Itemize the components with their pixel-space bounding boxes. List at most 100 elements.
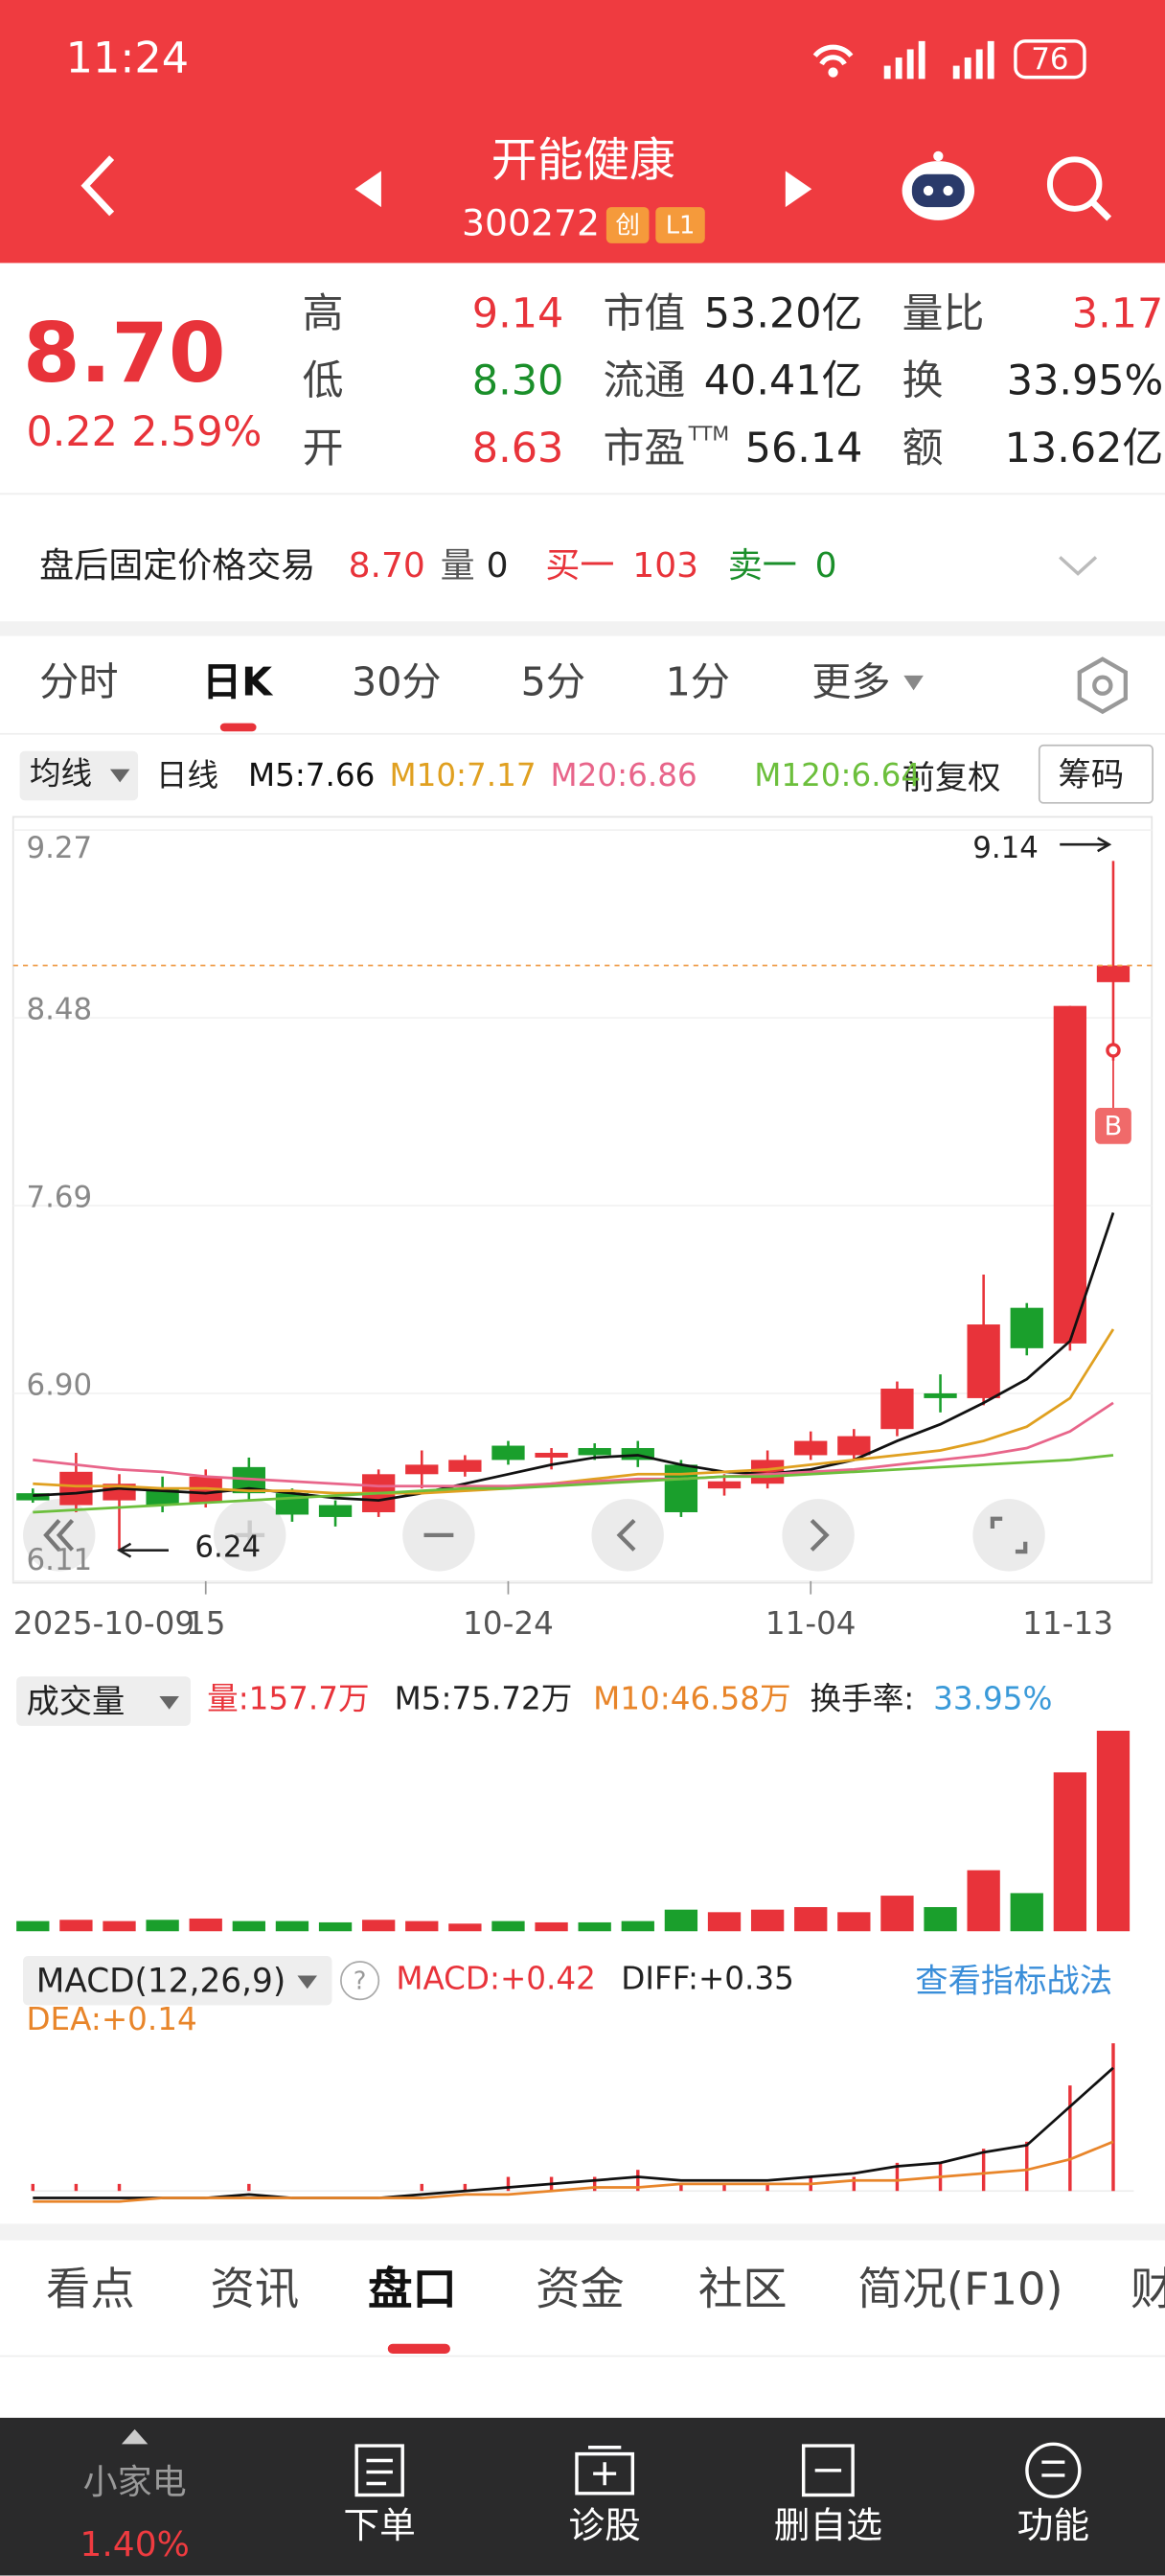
nav-label[interactable]: 诊股 (568, 2506, 641, 2548)
bottom-tab[interactable]: 看点 (46, 2265, 135, 2316)
candle-body (924, 1392, 957, 1398)
volume-bar (535, 1921, 568, 1932)
next-stock[interactable] (779, 168, 818, 211)
prev-stock[interactable] (349, 168, 388, 211)
icon (575, 2446, 635, 2496)
nav-label[interactable]: 功能 (1017, 2506, 1090, 2548)
badge: 创 (605, 207, 650, 243)
bottom-tab[interactable]: 社区 (697, 2265, 788, 2316)
volume-bar (707, 1912, 742, 1932)
bottom-tab[interactable]: 资金 (536, 2265, 625, 2316)
bottom-tab[interactable]: 财 (1131, 2268, 1165, 2312)
ma-line (33, 1401, 1114, 1488)
divider (0, 732, 1165, 735)
stat-label: 市值 (603, 288, 686, 337)
dea-line (33, 2140, 1114, 2203)
caret (903, 675, 924, 691)
expand[interactable] (1055, 549, 1101, 582)
period-tab[interactable]: 分时 (39, 658, 119, 705)
settings[interactable] (1071, 655, 1133, 717)
candle-body (1010, 1307, 1043, 1348)
candle-body (59, 1471, 93, 1506)
period: 日线 (155, 757, 219, 794)
adjust[interactable]: 前复权 (902, 757, 1001, 797)
stat-label: 市盈 (603, 424, 686, 472)
period-tab[interactable]: 1分 (665, 658, 730, 705)
ma-legend-item: M10:7.17 (389, 757, 537, 794)
vol-title[interactable]: 成交量 (26, 1681, 126, 1721)
volume-bar (275, 1920, 309, 1932)
y-tick-label: 6.90 (26, 1368, 92, 1403)
icon (1025, 2442, 1082, 2498)
volume-bar (405, 1920, 439, 1932)
nav-label[interactable]: 删自选 (773, 2506, 883, 2548)
turnover-label: 换手率: (810, 1681, 915, 1718)
tab-indicator (387, 2343, 450, 2355)
macd-title[interactable]: MACD(12,26,9) (35, 1961, 286, 2001)
chart-nav-icons (43, 1516, 1028, 1554)
bottom-tab[interactable]: 资讯 (210, 2265, 300, 2316)
volume-bar (1096, 1730, 1131, 1932)
y-tick-label: 8.48 (26, 993, 92, 1027)
nav-icon (575, 2446, 635, 2496)
stat-label: 额 (902, 424, 944, 472)
stat-value: 56.14 (744, 424, 863, 472)
nav-icon (354, 2444, 404, 2497)
stock-code: 300272 (461, 203, 600, 245)
icon (354, 2444, 404, 2497)
candle-body (146, 1488, 179, 1506)
volume-bar (794, 1907, 828, 1932)
bottom-tab[interactable]: 简况(F10) (857, 2265, 1063, 2316)
volume-bar (232, 1920, 265, 1932)
volume-label: 量 (440, 545, 475, 586)
x-tick-label: 15 (186, 1605, 225, 1642)
ma-legend-item: M20:6.86 (550, 757, 697, 794)
ma-line (33, 1328, 1115, 1495)
period-tab[interactable]: 日K (201, 658, 273, 705)
change-pct: 2.59% (131, 407, 263, 456)
help[interactable]: ? (340, 1961, 380, 2001)
vol-legend: 量:157.7万 (207, 1681, 370, 1718)
search-button[interactable] (1041, 151, 1117, 227)
chips[interactable]: 筹码 (1058, 754, 1125, 794)
vol-title-bg[interactable] (16, 1676, 191, 1726)
robot-icon[interactable] (896, 148, 981, 226)
last-price: 8.70 (23, 306, 226, 402)
volume-bar (967, 1870, 1000, 1932)
macd-title-bg[interactable] (23, 1955, 332, 2006)
nav-sub: 1.40% (80, 2524, 190, 2564)
change: 0.22 (26, 407, 118, 456)
plot-frame (11, 816, 1154, 1584)
x-tick-label: 2025-10-09 (13, 1605, 194, 1642)
ma-line (33, 1212, 1115, 1502)
stat-label: 量比 (902, 288, 985, 337)
stat-label: 高 (302, 288, 344, 337)
nav-bar (0, 2417, 1165, 2576)
volume-bar (146, 1920, 179, 1932)
icon (1041, 2460, 1065, 2477)
nav-icon (801, 2444, 855, 2497)
period-tab[interactable]: 30分 (352, 658, 442, 705)
chips-box[interactable] (1038, 744, 1154, 804)
header-bg (0, 0, 1165, 264)
indicator-link[interactable]: 查看指标战法 (915, 1961, 1113, 2001)
after-hours-label: 盘后固定价格交易 (39, 545, 316, 586)
nav-label[interactable]: 下单 (343, 2506, 416, 2548)
candle-body (794, 1440, 828, 1456)
volume-bar (750, 1909, 785, 1932)
volume-bar (103, 1920, 136, 1932)
back-button[interactable] (66, 148, 132, 223)
icon (801, 2444, 855, 2497)
ma-button[interactable]: 均线 (29, 755, 93, 793)
y-tick-label: 9.27 (26, 831, 92, 865)
volume-bar (491, 1920, 525, 1932)
bottom-tab[interactable]: 盘口 (368, 2265, 457, 2316)
volume-bar (1010, 1893, 1043, 1932)
candle-body (16, 1493, 50, 1501)
chart-nav-buttons[interactable] (23, 1499, 1045, 1572)
arrow (116, 1542, 169, 1558)
nav-label[interactable]: 小家电 (82, 2462, 187, 2502)
period-tab[interactable]: 5分 (520, 658, 586, 705)
period-tab[interactable]: 更多 (811, 658, 891, 705)
